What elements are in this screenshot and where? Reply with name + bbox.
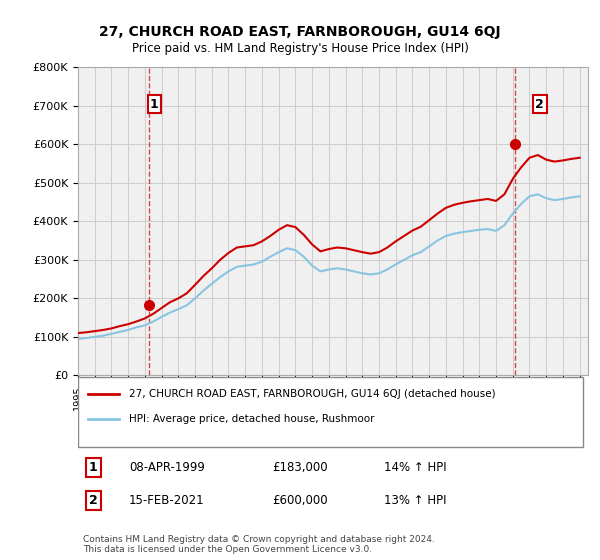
Text: HPI: Average price, detached house, Rushmoor: HPI: Average price, detached house, Rush…: [129, 414, 374, 424]
Text: 14% ↑ HPI: 14% ↑ HPI: [384, 461, 446, 474]
Text: 27, CHURCH ROAD EAST, FARNBOROUGH, GU14 6QJ: 27, CHURCH ROAD EAST, FARNBOROUGH, GU14 …: [99, 25, 501, 39]
Text: Contains HM Land Registry data © Crown copyright and database right 2024.
This d: Contains HM Land Registry data © Crown c…: [83, 535, 435, 554]
Text: 15-FEB-2021: 15-FEB-2021: [129, 494, 205, 507]
Text: 08-APR-1999: 08-APR-1999: [129, 461, 205, 474]
Text: £600,000: £600,000: [272, 494, 328, 507]
Text: £183,000: £183,000: [272, 461, 328, 474]
Text: 13% ↑ HPI: 13% ↑ HPI: [384, 494, 446, 507]
Text: 1: 1: [89, 461, 98, 474]
Text: Price paid vs. HM Land Registry's House Price Index (HPI): Price paid vs. HM Land Registry's House …: [131, 42, 469, 55]
Text: 2: 2: [89, 494, 98, 507]
Text: 1: 1: [150, 97, 159, 111]
FancyBboxPatch shape: [78, 377, 583, 446]
Text: 27, CHURCH ROAD EAST, FARNBOROUGH, GU14 6QJ (detached house): 27, CHURCH ROAD EAST, FARNBOROUGH, GU14 …: [129, 390, 496, 399]
Text: 2: 2: [535, 97, 544, 111]
